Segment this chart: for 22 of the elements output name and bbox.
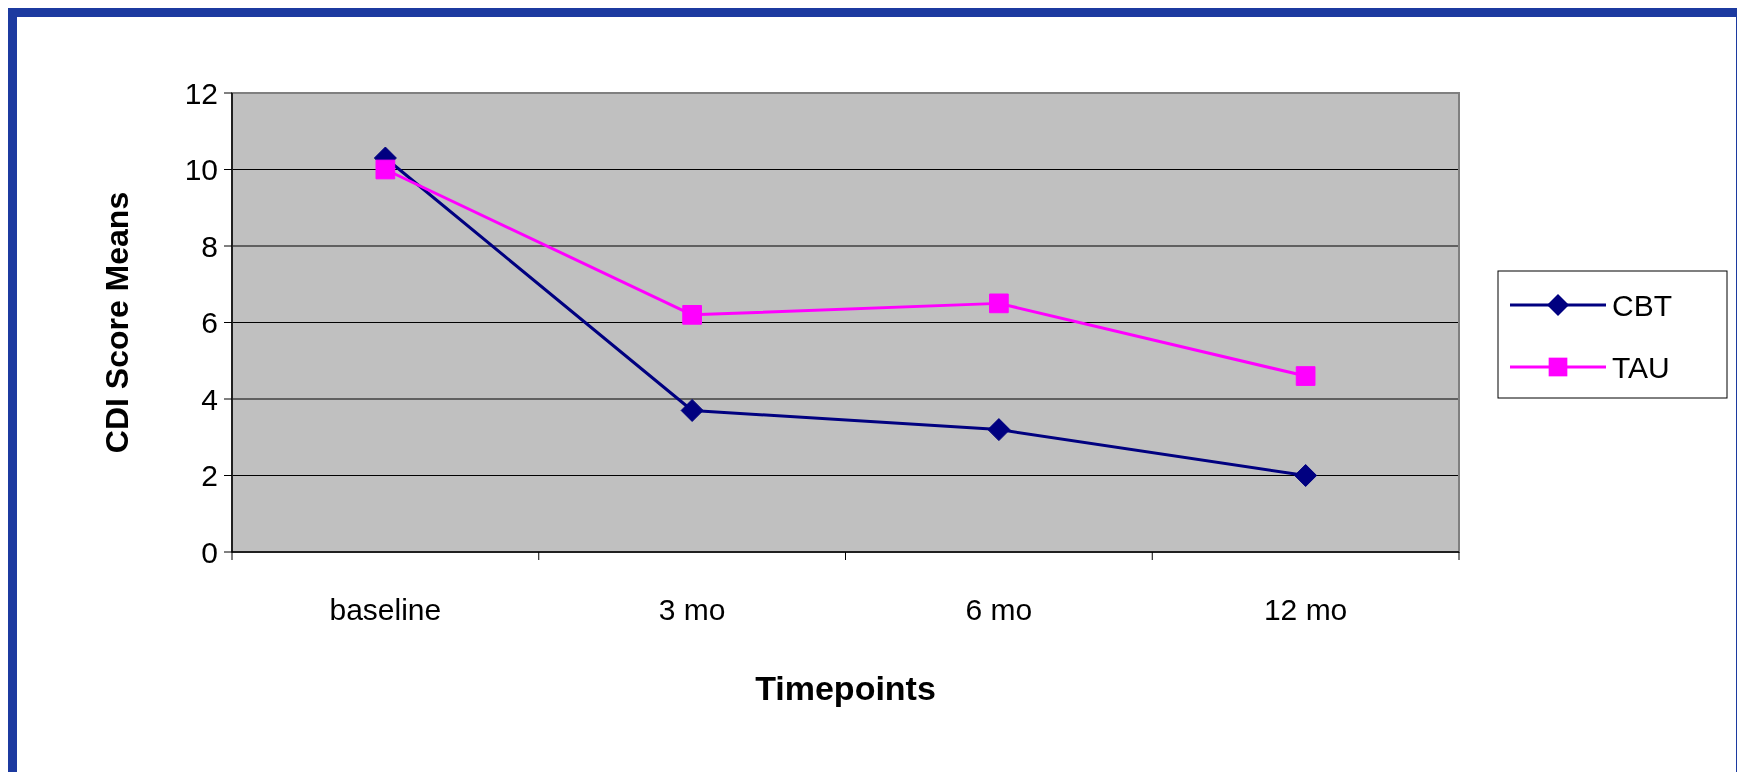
y-tick-label: 10 xyxy=(184,153,218,186)
x-tick-label: 6 mo xyxy=(965,593,1033,626)
point xyxy=(1295,366,1316,386)
y-tick-label: 4 xyxy=(201,382,218,416)
x-axis-title: Timepoints xyxy=(755,669,936,707)
point xyxy=(987,418,1011,442)
point xyxy=(682,305,702,325)
y-tick-label: 0 xyxy=(201,535,218,569)
x-tick-label: 3 mo xyxy=(658,593,726,626)
x-tick-label: 12 mo xyxy=(1263,593,1348,626)
point xyxy=(989,293,1009,314)
legend-label: TAU xyxy=(1612,350,1670,384)
y-tick-label: 8 xyxy=(201,229,218,263)
point xyxy=(375,159,396,180)
point xyxy=(1294,464,1318,487)
legend-label: CBT xyxy=(1612,288,1672,322)
y-axis-title: CDI Score Means xyxy=(99,191,135,454)
y-tick-label: 12 xyxy=(184,76,218,110)
y-tick-label: 6 xyxy=(201,306,218,339)
x-tick-label: baseline xyxy=(329,593,442,626)
point xyxy=(680,398,704,422)
y-tick-label: 2 xyxy=(201,459,218,492)
